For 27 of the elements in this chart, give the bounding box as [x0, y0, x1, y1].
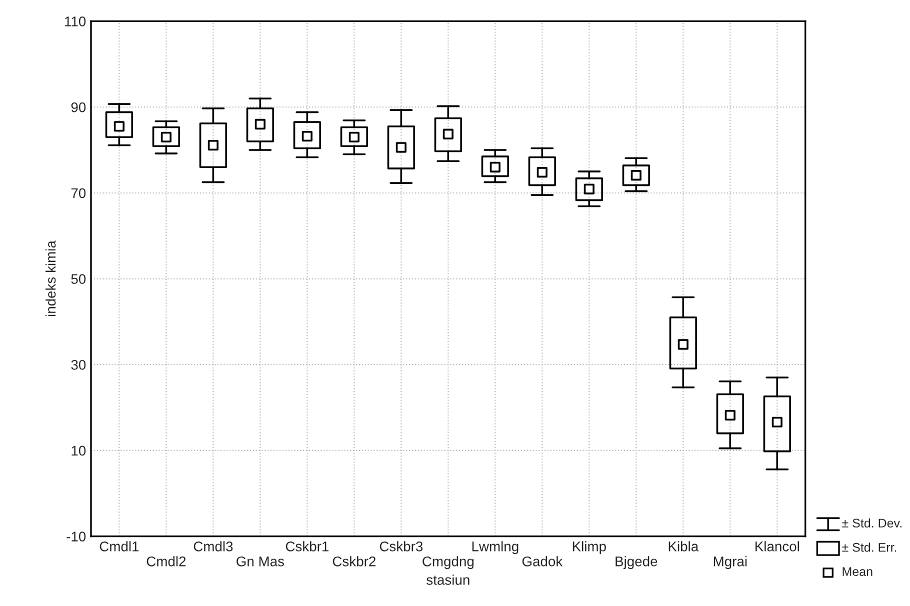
x-tick-label: Cmgdng	[422, 556, 474, 570]
text: ± Std. Dev.	[842, 518, 902, 528]
y-tick-label: 10	[72, 446, 86, 456]
x-tick-label: Klimp	[572, 541, 606, 554]
x-axis-title: stasiun	[426, 574, 470, 585]
x-tick-label: Cskbr2	[332, 556, 376, 566]
x-tick-label: Gadok	[522, 556, 563, 566]
y-tick-label: 70	[71, 188, 86, 198]
x-tick-label: Cmdl2	[146, 556, 186, 566]
x-tick-label: Bjgede	[616, 556, 658, 570]
x-tick-label: Mgrai	[714, 556, 747, 570]
text: ± Std. Err.	[842, 542, 896, 552]
y-tick-label: 30	[71, 360, 86, 370]
x-tick-label: Cskbr3	[380, 541, 423, 552]
x-tick-label: Cmdl3	[194, 541, 233, 552]
y-axis-title: indeks kimia	[45, 240, 56, 316]
y-tick-label: -10	[66, 532, 86, 542]
y-tick-label: 90	[71, 102, 86, 112]
x-tick-label: Cmdl1	[100, 541, 139, 552]
x-tick-label: Klancol	[756, 541, 799, 552]
x-tick-label: Lwmlng	[472, 541, 518, 554]
y-tick-label: 50	[71, 274, 86, 284]
x-tick-label: Cskbr1	[286, 541, 329, 552]
text: Mean	[842, 567, 872, 576]
y-tick-label: 110	[65, 16, 86, 26]
x-tick-label: Kibla	[668, 541, 699, 552]
x-tick-label: Gn Mas	[236, 556, 284, 566]
